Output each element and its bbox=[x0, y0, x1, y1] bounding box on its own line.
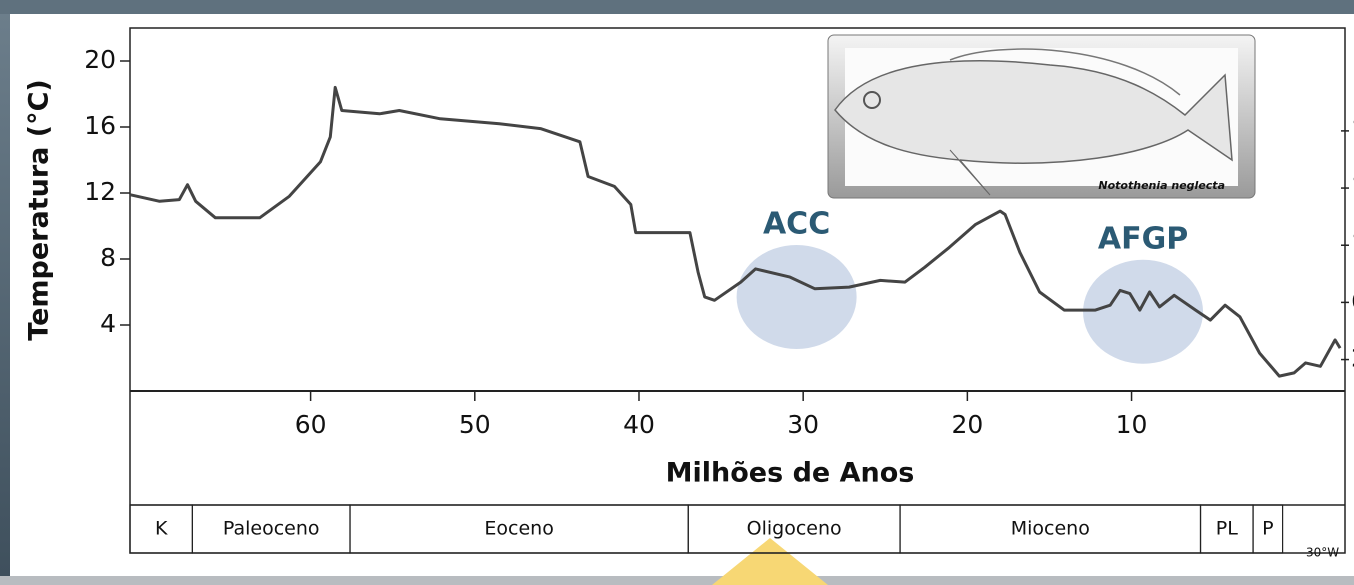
page: Temperatura (°C) Milhões de Anos Notothe… bbox=[0, 0, 1354, 585]
y-tick-label: 8 bbox=[100, 243, 116, 272]
y-tick-label: 4 bbox=[100, 309, 116, 338]
y-tick-label: 12 bbox=[84, 177, 116, 206]
image-caption: Notothenia neglecta bbox=[1098, 179, 1225, 192]
epoch-label: PL bbox=[1216, 518, 1238, 540]
epoch-label: Paleoceno bbox=[223, 518, 320, 540]
y-axis-title: Temperatura (°C) bbox=[24, 79, 55, 341]
x-tick-label: 20 bbox=[951, 410, 983, 439]
slide-bottom bbox=[0, 576, 1354, 585]
annotation-ellipse bbox=[1083, 260, 1203, 364]
x-tick-label: 40 bbox=[623, 410, 655, 439]
annotation-label: AFGP bbox=[1098, 221, 1188, 256]
epoch-label: Mioceno bbox=[1011, 518, 1090, 540]
chart: Temperatura (°C) Milhões de Anos Notothe… bbox=[0, 0, 1354, 585]
epoch-label: K bbox=[155, 518, 168, 540]
fish-image: Notothenia neglecta bbox=[828, 35, 1255, 198]
y-tick-label: 16 bbox=[84, 111, 116, 140]
x-tick-label: 60 bbox=[295, 410, 327, 439]
map-label: 30°W bbox=[1306, 546, 1339, 560]
x-tick-label: 30 bbox=[787, 410, 819, 439]
x-tick-label: 10 bbox=[1116, 410, 1148, 439]
annotation-ellipse bbox=[737, 245, 857, 349]
slide-band bbox=[0, 0, 1354, 14]
y-tick-label: 20 bbox=[84, 45, 116, 74]
epoch-label: Eoceno bbox=[484, 518, 553, 540]
x-tick-label: 50 bbox=[459, 410, 491, 439]
annotation-label: ACC bbox=[763, 206, 830, 241]
epoch-label: Oligoceno bbox=[747, 518, 842, 540]
epoch-label: P bbox=[1262, 518, 1273, 540]
x-axis-title: Milhões de Anos bbox=[666, 458, 915, 489]
